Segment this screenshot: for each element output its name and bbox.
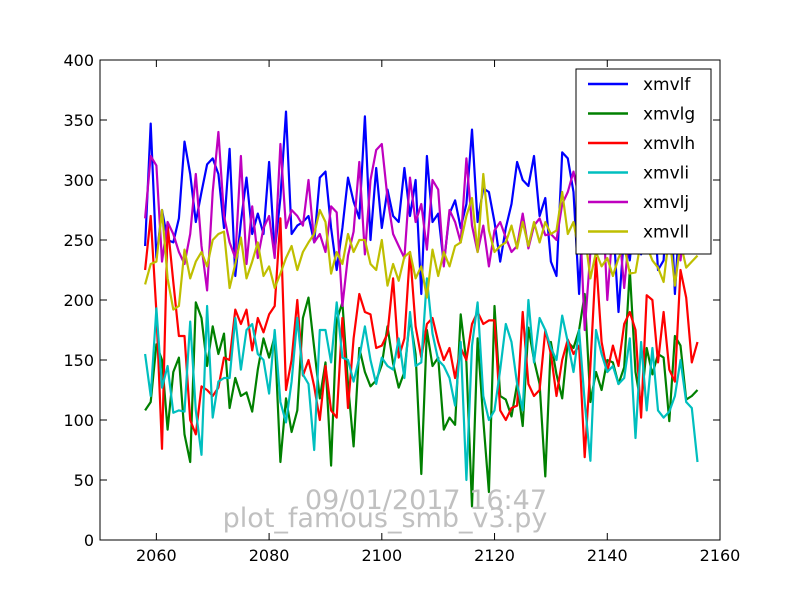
y-tick-label: 300: [63, 171, 94, 190]
x-tick-label: 2060: [136, 546, 177, 565]
x-axis: 2060 2080 2100 2120 2140 2160: [136, 60, 740, 565]
x-tick-label: 2080: [249, 546, 290, 565]
x-tick-label: 2100: [361, 546, 402, 565]
y-tick-label: 350: [63, 111, 94, 130]
y-tick-label: 250: [63, 231, 94, 250]
x-tick-label: 2140: [587, 546, 628, 565]
watermark-script-name: plot_famous_smb_v3.py: [223, 503, 548, 534]
y-tick-label: 200: [63, 291, 94, 310]
legend-label-xmvlg: xmvlg: [643, 105, 695, 125]
series-line-xmvli: [144, 277, 699, 482]
series-layer: [144, 110, 699, 508]
series-line-xmvlg: [144, 268, 699, 508]
x-tick-label: 2160: [700, 546, 741, 565]
y-tick-label: 50: [74, 471, 94, 490]
legend-label-xmvlf: xmvlf: [643, 75, 691, 95]
legend-label-xmvlj: xmvlj: [643, 193, 689, 213]
legend-label-xmvlh: xmvlh: [643, 134, 695, 154]
legend: xmvlf xmvlg xmvlh xmvli xmvlj xmvll: [575, 68, 712, 255]
y-tick-label: 0: [84, 531, 94, 550]
y-tick-label: 100: [63, 411, 94, 430]
legend-box: [575, 68, 712, 255]
watermark-timestamp: 09/01/2017 16:47: [305, 485, 547, 516]
series-line-xmvll: [144, 172, 699, 311]
legend-label-xmvli: xmvli: [643, 164, 689, 184]
y-tick-label: 150: [63, 351, 94, 370]
x-tick-label: 2120: [474, 546, 515, 565]
y-axis: 0 50 100 150 200 250 300 350 400: [63, 51, 720, 550]
legend-label-xmvll: xmvll: [643, 223, 689, 243]
y-tick-label: 400: [63, 51, 94, 70]
